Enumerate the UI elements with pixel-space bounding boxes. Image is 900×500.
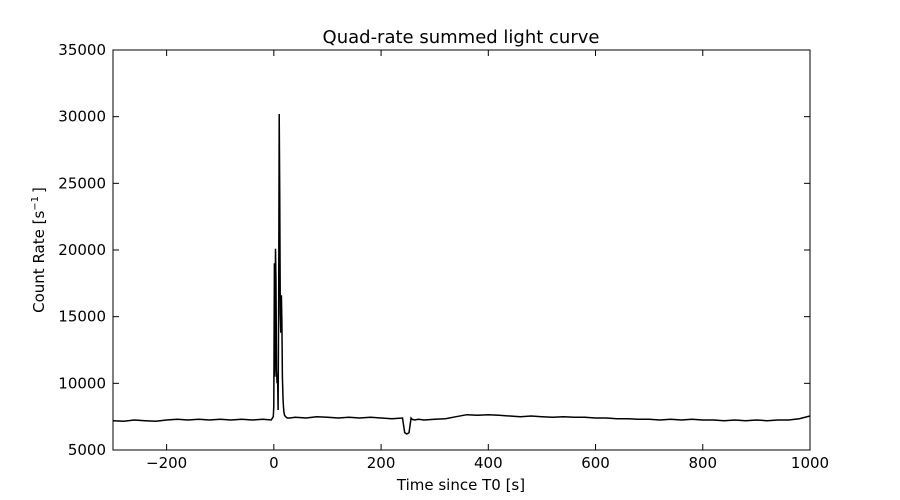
light-curve-line	[112, 113, 811, 435]
y-tick-label: 35000	[58, 41, 106, 59]
x-tick-label: 800	[688, 454, 717, 472]
x-tick-label: 400	[474, 454, 503, 472]
x-tick-label: 1000	[791, 454, 829, 472]
y-tick-label: 5000	[68, 441, 106, 459]
plot-frame	[112, 49, 811, 451]
y-tick-label: 30000	[58, 108, 106, 126]
y-tick-label: 10000	[58, 374, 106, 392]
y-tick-label: 20000	[58, 241, 106, 259]
y-tick-label: 25000	[58, 174, 106, 192]
y-tick-label: 15000	[58, 308, 106, 326]
x-tick-label: 600	[581, 454, 610, 472]
x-tick-label: 0	[269, 454, 279, 472]
chart-title: Quad-rate summed light curve	[323, 27, 600, 48]
x-tick-label: 200	[367, 454, 396, 472]
x-axis-label: Time since T0 [s]	[396, 476, 525, 494]
x-tick-label: −200	[146, 454, 187, 472]
y-axis-label: Count Rate [s−1]	[30, 187, 48, 313]
